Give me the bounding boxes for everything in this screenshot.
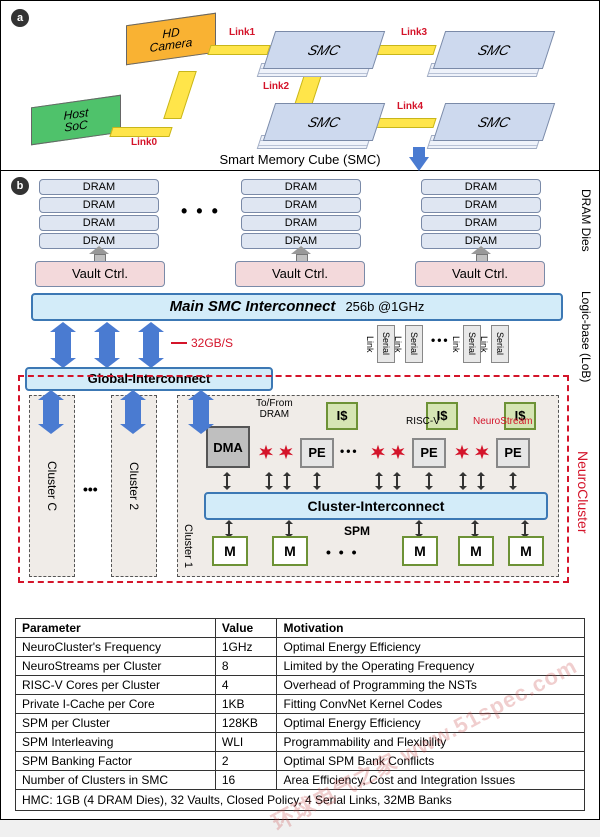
table-row: RISC-V Cores per Cluster4Overhead of Pro…: [16, 676, 585, 695]
spm-label: SPM: [344, 524, 370, 538]
cluster-1-label: Cluster 1: [182, 524, 194, 568]
ellipsis: • • •: [181, 201, 220, 222]
arrow-down-icon: [409, 157, 429, 171]
memory-block: M: [212, 536, 248, 566]
dram-stack: DRAMDRAMDRAMDRAM: [241, 179, 361, 251]
parameter-table: Parameter Value Motivation NeuroCluster'…: [15, 618, 585, 790]
main-smc-interconnect: Main SMC Interconnect256b @1GHz: [31, 293, 563, 321]
serial-link: Serial Link: [405, 325, 423, 363]
section-b: b DRAM Dies Logic-base (LoB) DRAMDRAMDRA…: [1, 171, 599, 591]
smc-block: SMC: [439, 31, 549, 69]
neurostream-icon: [390, 444, 406, 460]
memory-block: M: [272, 536, 308, 566]
vault-ctrl: Vault Ctrl.: [35, 261, 165, 287]
link-bus: [373, 45, 436, 55]
table-row: SPM InterleavingWLIProgrammability and F…: [16, 733, 585, 752]
neurostream-icon: [474, 444, 490, 460]
smc-block: SMC: [269, 103, 379, 141]
neurostream-icon: [370, 444, 386, 460]
bi-arrow-icon: [55, 331, 71, 359]
pe-block: PE: [300, 438, 334, 468]
host-soc-block: Host SoC: [31, 95, 121, 146]
section-a: a HD Camera Host SoC Link0 Link1 Link2 L…: [1, 1, 599, 171]
link-bus: [207, 45, 270, 55]
ellipsis: • • •: [326, 544, 358, 560]
vault-ctrl: Vault Ctrl.: [415, 261, 545, 287]
lob-label: Logic-base (LoB): [579, 291, 593, 382]
bi-arrow-icon: [125, 399, 141, 425]
arrow-up-icon: [91, 248, 107, 260]
pe-block: PE: [496, 438, 530, 468]
memory-block: M: [402, 536, 438, 566]
ellipsis: •••: [83, 481, 98, 497]
link-label: Link4: [397, 101, 423, 112]
vault-ctrl: Vault Ctrl.: [235, 261, 365, 287]
smc-block: SMC: [269, 31, 379, 69]
table-row: SPM Banking Factor2Optimal SPM Bank Conf…: [16, 752, 585, 771]
memory-block: M: [508, 536, 544, 566]
link-bus: [163, 71, 197, 119]
neurocluster-label: NeuroCluster: [575, 451, 591, 533]
parameter-table-wrap: Parameter Value Motivation NeuroCluster'…: [15, 618, 585, 811]
ellipsis: •••: [431, 333, 450, 347]
smc-caption: Smart Memory Cube (SMC): [1, 152, 599, 167]
table-row: NeuroStreams per Cluster8Limited by the …: [16, 657, 585, 676]
dram-dies-label: DRAM Dies: [579, 189, 593, 252]
col-header: Motivation: [277, 619, 585, 638]
to-from-dram-label: To/From DRAM: [256, 398, 293, 420]
neurostream-icon: [258, 444, 274, 460]
bi-arrow-icon: [43, 399, 59, 425]
neurostream-label: NeuroStream: [473, 416, 532, 427]
link-label: Link0: [131, 137, 157, 148]
neurostream-icon: [454, 444, 470, 460]
table-row: SPM per Cluster128KBOptimal Energy Effic…: [16, 714, 585, 733]
bandwidth-label: 32GB/S: [191, 336, 233, 350]
page: a HD Camera Host SoC Link0 Link1 Link2 L…: [0, 0, 600, 820]
cluster-interconnect: Cluster-Interconnect: [204, 492, 548, 520]
badge-b: b: [11, 177, 29, 195]
arrow-up-icon: [473, 248, 489, 260]
memory-block: M: [458, 536, 494, 566]
cluster-1: Cluster 1 To/From DRAM DMA I$ I$ I$ PE •…: [177, 395, 559, 577]
dram-stack: DRAMDRAMDRAMDRAM: [39, 179, 159, 251]
table-row: Private I-Cache per Core1KBFitting ConvN…: [16, 695, 585, 714]
table-row: Number of Clusters in SMC16Area Efficien…: [16, 771, 585, 790]
ellipsis: •••: [340, 444, 359, 458]
bi-arrow-icon: [99, 331, 115, 359]
arrow-up-icon: [293, 248, 309, 260]
dram-stack: DRAMDRAMDRAMDRAM: [421, 179, 541, 251]
table-footer: HMC: 1GB (4 DRAM Dies), 32 Vaults, Close…: [15, 790, 585, 811]
riscv-label: RISC-V: [406, 416, 440, 427]
smc-block: SMC: [439, 103, 549, 141]
link-label: Link2: [263, 81, 289, 92]
link-bus: [373, 118, 436, 128]
neurostream-icon: [278, 444, 294, 460]
icache: I$: [326, 402, 358, 430]
col-header: Parameter: [16, 619, 216, 638]
bi-arrow-icon: [193, 399, 209, 425]
col-header: Value: [215, 619, 277, 638]
bi-arrow-icon: [143, 331, 159, 359]
hd-camera-block: HD Camera: [126, 13, 216, 66]
pe-block: PE: [412, 438, 446, 468]
link-label: Link1: [229, 27, 255, 38]
table-row: NeuroCluster's Frequency1GHzOptimal Ener…: [16, 638, 585, 657]
badge-a: a: [11, 9, 29, 27]
link-bus: [109, 127, 172, 137]
serial-link: Serial Link: [491, 325, 509, 363]
link-label: Link3: [401, 27, 427, 38]
